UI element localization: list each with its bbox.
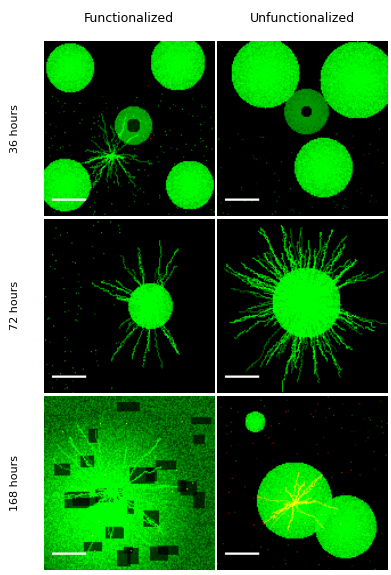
Text: Functionalized: Functionalized [84,12,174,25]
Text: 36 hours: 36 hours [10,104,20,153]
Text: 168 hours: 168 hours [10,455,20,511]
Text: Unfunctionalized: Unfunctionalized [250,12,355,25]
Text: 72 hours: 72 hours [10,281,20,331]
